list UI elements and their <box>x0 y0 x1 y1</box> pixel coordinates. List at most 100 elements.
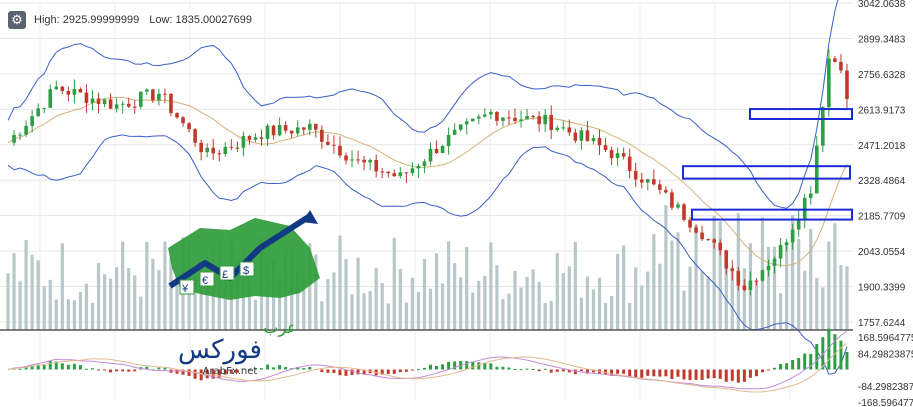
candle-body <box>452 129 457 135</box>
moving-average-line <box>7 96 848 266</box>
indicator-tick-label: 168.5964775 <box>858 333 913 344</box>
chart-header: ⚙ High: 2925.99999999 Low: 1835.00027699 <box>8 10 262 30</box>
grid-lines <box>0 2 853 400</box>
candle-body <box>579 130 584 141</box>
candle-body <box>247 136 252 140</box>
candle-body <box>259 137 264 139</box>
candle-body <box>235 147 240 149</box>
highlight-zones <box>682 108 853 221</box>
candle-body <box>561 127 566 129</box>
candle-body <box>145 89 149 92</box>
volume-bar <box>555 253 559 330</box>
candle-body <box>314 123 318 130</box>
macd-histogram-bar <box>549 369 553 373</box>
candle-body <box>483 114 487 117</box>
candle-body <box>833 58 837 62</box>
macd-histogram-bar <box>247 369 251 371</box>
macd-histogram-bar <box>181 369 185 375</box>
macd-histogram-bar <box>537 369 541 372</box>
candle-body <box>712 239 716 243</box>
volume-bar <box>416 292 421 330</box>
volume-bar <box>356 257 360 330</box>
volume-bar <box>175 272 179 330</box>
bollinger-bands <box>7 0 848 375</box>
candle-body <box>271 125 276 136</box>
volume-bar <box>754 280 759 330</box>
macd-histogram-bar <box>706 369 710 379</box>
macd-histogram-bar <box>531 368 535 370</box>
candle-body <box>694 227 698 233</box>
macd-histogram-bar <box>754 369 758 377</box>
price-tick-label: 2043.0554 <box>858 247 906 258</box>
macd-histogram-bar <box>404 369 408 372</box>
volume-bar <box>48 279 52 330</box>
macd-histogram-bar <box>833 334 837 370</box>
macd-histogram-bar <box>730 369 734 381</box>
macd-histogram-bar <box>453 361 457 370</box>
bollinger-upper-line <box>7 0 839 209</box>
candle-body <box>718 242 723 251</box>
candle-body <box>700 232 704 240</box>
macd-histogram-bar <box>785 363 789 370</box>
volume-bar <box>60 243 64 330</box>
candle-body <box>54 86 59 90</box>
volume-bar <box>815 277 819 330</box>
volume-bar <box>742 268 746 330</box>
candle-body <box>320 129 324 142</box>
candle-body <box>772 258 777 266</box>
macd-histogram-bar <box>386 369 390 374</box>
candle-body <box>253 137 258 140</box>
macd-histogram-bar <box>718 369 722 379</box>
macd-histogram-bar <box>97 369 101 371</box>
macd-histogram-bar <box>827 328 831 370</box>
macd-histogram-bar <box>308 366 312 370</box>
volume-bar <box>428 288 433 330</box>
candle-body <box>344 155 348 161</box>
svg-text:$: $ <box>243 265 249 277</box>
gear-icon[interactable]: ⚙ <box>8 11 26 29</box>
volume-bar <box>332 272 336 330</box>
volume-bar <box>115 267 119 330</box>
candle-body <box>187 123 191 130</box>
volume-bar <box>404 302 408 330</box>
candle-body <box>543 114 547 125</box>
svg-text:£: £ <box>222 269 228 281</box>
macd-histogram-bar <box>205 369 209 379</box>
price-tick-label: 2899.3483 <box>858 34 906 45</box>
volume-bar <box>730 267 734 330</box>
macd-histogram-bar <box>278 365 282 370</box>
volume-bar <box>652 234 656 330</box>
candle-body <box>766 265 771 271</box>
volume-bar <box>706 276 710 330</box>
macd-histogram-bar <box>471 361 475 370</box>
volume-bar <box>453 263 457 330</box>
volume-bar <box>501 299 505 330</box>
svg-text:¥: ¥ <box>181 283 189 295</box>
volume-bar <box>682 290 686 330</box>
candle-body <box>531 115 535 117</box>
macd-histogram-bar <box>676 369 680 377</box>
macd-histogram-bar <box>356 369 360 375</box>
volume-bar <box>766 247 771 330</box>
macd-histogram-bar <box>199 369 203 381</box>
volume-bar <box>24 239 28 330</box>
volume-bar <box>344 258 348 330</box>
macd-histogram-bar <box>712 369 716 379</box>
macd-histogram-bar <box>320 369 324 373</box>
macd-line <box>7 330 848 390</box>
volume-bar <box>151 258 155 330</box>
price-tick-label: 1900.3399 <box>858 283 906 294</box>
candle-body <box>386 171 391 174</box>
volume-bar <box>459 277 463 330</box>
candle-body <box>151 89 155 101</box>
volume-bar <box>386 303 390 330</box>
macd-histogram-bar <box>127 369 131 372</box>
macd-histogram-bar <box>84 368 88 370</box>
volume-bar <box>278 277 282 330</box>
macd-histogram-bar <box>429 364 432 370</box>
macd-panel <box>7 328 849 393</box>
candle-body <box>157 93 161 101</box>
macd-histogram-bar <box>193 369 197 379</box>
volume-bar <box>845 266 849 330</box>
macd-histogram-bar <box>628 369 632 377</box>
